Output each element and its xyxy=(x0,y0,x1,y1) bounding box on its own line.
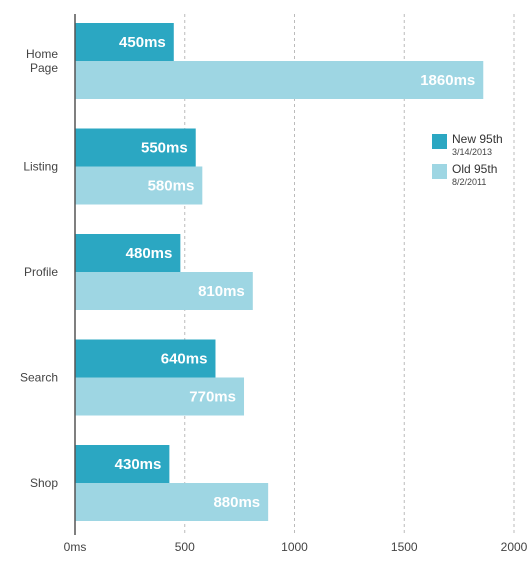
bar xyxy=(75,166,203,205)
axes: 0ms 500 1000 1500 2000 Home Page Listing Profile… xyxy=(20,14,528,554)
bar xyxy=(75,483,269,521)
x-tick-label: 1500 xyxy=(391,540,418,554)
bar xyxy=(75,272,253,310)
bar xyxy=(75,61,484,99)
legend-label-old: Old 95th xyxy=(452,162,498,176)
category-label: Listing xyxy=(23,160,58,174)
bar xyxy=(75,23,174,61)
bar-value-label: 1860ms xyxy=(420,72,475,89)
category-label: Home Page xyxy=(26,47,58,75)
x-tick-label: 500 xyxy=(175,540,195,554)
x-tick-label: 1000 xyxy=(281,540,308,554)
x-tick-label: 0ms xyxy=(64,540,87,554)
bars: 450ms 1860ms 550ms 580ms 480ms 810ms 640ms 770m… xyxy=(75,23,484,521)
legend-swatch-old xyxy=(432,164,447,179)
legend-date-old: 8/2/2011 xyxy=(452,177,487,187)
legend-date-new: 3/14/2013 xyxy=(452,147,493,157)
bar-value-label: 810ms xyxy=(198,283,245,300)
bar-value-label: 550ms xyxy=(141,140,188,157)
bar-value-label: 430ms xyxy=(115,456,162,473)
category-label: Shop xyxy=(30,476,58,490)
bar-value-label: 640ms xyxy=(161,351,208,368)
bar-value-label: 770ms xyxy=(189,389,236,406)
category-label: Profile xyxy=(24,265,58,279)
bar xyxy=(75,377,245,416)
bar-value-label: 580ms xyxy=(148,178,195,195)
legend-swatch-new xyxy=(432,134,447,149)
bar-value-label: 450ms xyxy=(119,34,166,51)
legend: New 95th 3/14/2013 Old 95th 8/2/2011 xyxy=(426,128,526,198)
category-label: Search xyxy=(20,371,58,385)
bar xyxy=(75,234,181,272)
bar-value-label: 480ms xyxy=(126,245,173,262)
bar xyxy=(75,128,196,167)
bar xyxy=(75,445,170,483)
x-tick-label: 2000 xyxy=(501,540,528,554)
legend-label-new: New 95th xyxy=(452,132,503,146)
bar-value-label: 880ms xyxy=(213,494,260,511)
bar xyxy=(75,339,216,378)
